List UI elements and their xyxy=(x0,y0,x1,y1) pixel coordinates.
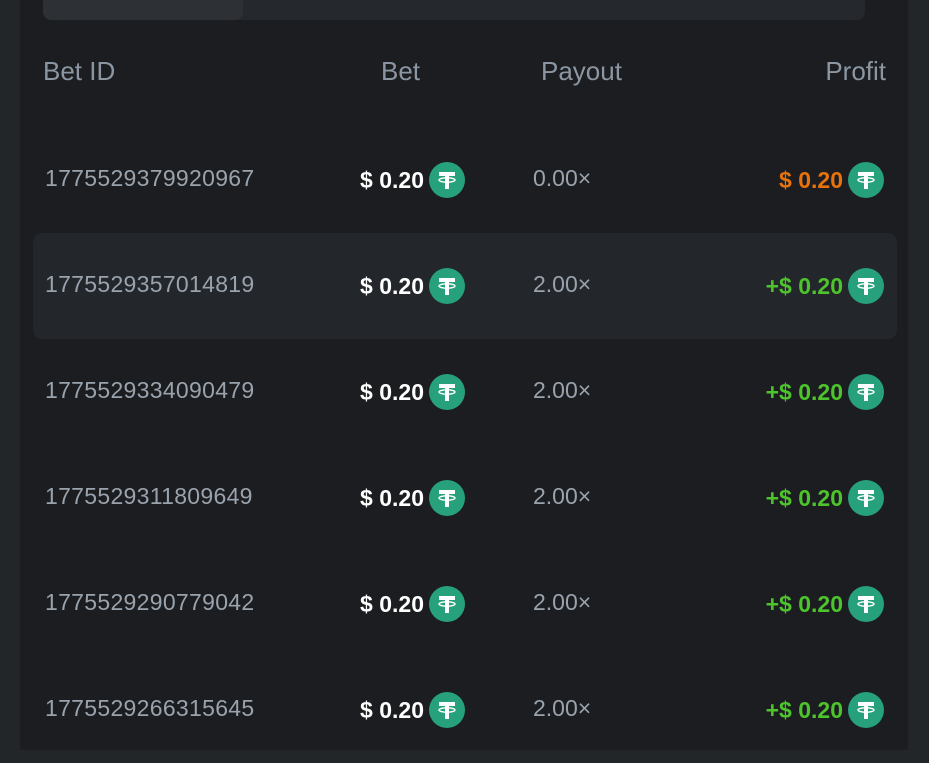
payout-multiplier: 2.00× xyxy=(533,695,592,721)
bet-id[interactable]: 1775529290779042 xyxy=(45,589,255,615)
tether-usdt-icon xyxy=(848,692,884,728)
bet-amount: $ 0.20 xyxy=(360,692,465,728)
bet-amount-value: $ 0.20 xyxy=(360,272,424,299)
tether-usdt-icon xyxy=(429,480,465,516)
tab-active[interactable] xyxy=(43,0,243,20)
tether-usdt-icon xyxy=(429,268,465,304)
bet-amount-value: $ 0.20 xyxy=(360,484,424,511)
bet-amount: $ 0.20 xyxy=(360,374,465,410)
tether-usdt-icon xyxy=(429,374,465,410)
tether-usdt-icon xyxy=(848,480,884,516)
bet-amount: $ 0.20 xyxy=(360,268,465,304)
bets-panel: Bet ID Bet Payout Profit 177552937992096… xyxy=(20,0,908,750)
profit-amount: +$ 0.20 xyxy=(766,268,884,304)
bet-amount: $ 0.20 xyxy=(360,586,465,622)
tether-usdt-icon xyxy=(848,268,884,304)
table-row[interactable]: 1775529311809649 $ 0.20 2.00× +$ 0.20 xyxy=(33,445,897,551)
bet-id[interactable]: 1775529334090479 xyxy=(45,377,255,403)
table-row[interactable]: 1775529334090479 $ 0.20 2.00× +$ 0.20 xyxy=(33,339,897,445)
profit-value: +$ 0.20 xyxy=(765,484,843,511)
profit-amount: +$ 0.20 xyxy=(766,374,884,410)
tether-usdt-icon xyxy=(848,162,884,198)
header-bet: Bet xyxy=(381,56,421,86)
bet-id[interactable]: 1775529357014819 xyxy=(45,271,255,297)
profit-value: +$ 0.20 xyxy=(765,378,843,405)
tether-usdt-icon xyxy=(429,586,465,622)
profit-amount: +$ 0.20 xyxy=(766,692,884,728)
payout-multiplier: 2.00× xyxy=(533,589,592,615)
bet-amount-value: $ 0.20 xyxy=(360,590,424,617)
tether-usdt-icon xyxy=(848,586,884,622)
payout-multiplier: 2.00× xyxy=(533,271,592,297)
bet-amount: $ 0.20 xyxy=(360,480,465,516)
profit-value: +$ 0.20 xyxy=(765,272,843,299)
tether-usdt-icon xyxy=(848,374,884,410)
tether-usdt-icon xyxy=(429,162,465,198)
bet-amount: $ 0.20 xyxy=(360,162,465,198)
bet-id[interactable]: 1775529266315645 xyxy=(45,695,255,721)
profit-amount: $ 0.20 xyxy=(779,162,884,198)
header-payout: Payout xyxy=(541,56,622,86)
profit-value: +$ 0.20 xyxy=(765,696,843,723)
bet-id[interactable]: 1775529311809649 xyxy=(45,483,253,509)
profit-value: $ 0.20 xyxy=(779,166,843,193)
bet-amount-value: $ 0.20 xyxy=(360,166,424,193)
payout-multiplier: 2.00× xyxy=(533,483,592,509)
bet-amount-value: $ 0.20 xyxy=(360,696,424,723)
bet-amount-value: $ 0.20 xyxy=(360,378,424,405)
profit-amount: +$ 0.20 xyxy=(766,480,884,516)
header-bet-id: Bet ID xyxy=(43,56,116,86)
tether-usdt-icon xyxy=(429,692,465,728)
payout-multiplier: 2.00× xyxy=(533,377,592,403)
payout-multiplier: 0.00× xyxy=(533,165,592,191)
profit-value: +$ 0.20 xyxy=(765,590,843,617)
table-row[interactable]: 1775529357014819 $ 0.20 2.00× +$ 0.20 xyxy=(33,233,897,339)
profit-amount: +$ 0.20 xyxy=(766,586,884,622)
header-profit: Profit xyxy=(825,56,886,86)
tab-bar xyxy=(43,0,865,20)
table-row[interactable]: 1775529379920967 $ 0.20 0.00× $ 0.20 xyxy=(33,127,897,233)
table-row[interactable]: 1775529290779042 $ 0.20 2.00× +$ 0.20 xyxy=(33,551,897,657)
table-row[interactable]: 1775529266315645 $ 0.20 2.00× +$ 0.20 xyxy=(33,657,897,763)
bet-id[interactable]: 1775529379920967 xyxy=(45,165,255,191)
